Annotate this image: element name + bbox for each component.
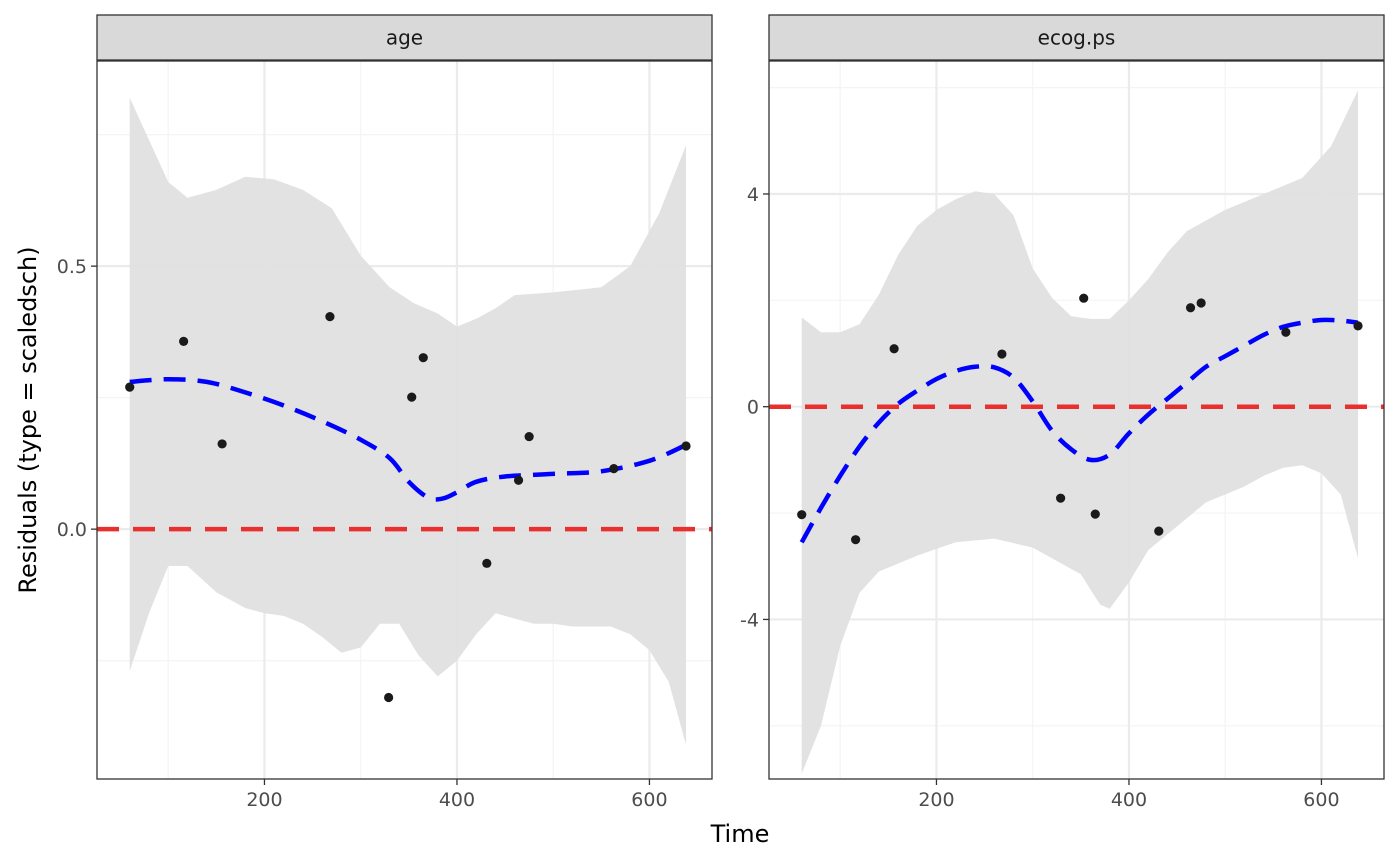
data-point [997,349,1007,359]
data-point [851,535,861,545]
data-point [407,392,417,402]
x-tick-label: 200 [918,789,954,811]
facet-panel-age: age 200 400 600 0.0 0.5 [57,14,713,811]
data-point [325,312,335,322]
data-point [1353,321,1363,331]
data-point [889,344,899,354]
data-point [1154,526,1164,536]
data-point [1056,493,1066,503]
facet-strip-label: age [386,26,423,50]
y-axis-title: Residuals (type = scaledsch) [14,246,42,593]
data-point [513,475,524,485]
data-point [1196,298,1206,308]
data-point [384,692,394,703]
data-point [1281,327,1291,337]
confidence-band [801,90,1358,774]
x-tick-label: 600 [631,789,667,811]
data-point [681,441,691,451]
data-point [1185,303,1196,313]
y-tick-label: 0 [747,397,759,419]
panel-border [96,60,713,780]
facet-strip [768,14,1385,61]
facet-panels: age 200 400 600 0.0 0.5 ecog.ps 200 400 600 -4 0 4 [57,14,1385,811]
data-point [1090,509,1100,519]
facet-panel-ecog-ps: ecog.ps 200 400 600 -4 0 4 [740,14,1385,811]
y-tick-label: 4 [747,184,759,206]
data-point [609,464,619,474]
x-tick-label: 400 [439,789,475,811]
data-point [125,382,135,392]
data-point [217,439,227,449]
data-point [1079,293,1089,303]
panel-border [768,60,1385,780]
data-point [179,336,189,346]
facet-strip-label: ecog.ps [1038,26,1116,50]
facet-strip [96,14,713,61]
y-tick-label: 0.0 [57,519,87,541]
data-point [797,510,807,520]
panel-plot-area [97,61,712,779]
y-tick-label: -4 [740,609,759,631]
data-point [524,431,534,442]
y-tick-label: 0.5 [57,256,87,278]
x-tick-label: 400 [1111,789,1147,811]
x-axis-title: Time [710,820,770,848]
smooth-trend-line [799,317,1359,544]
data-point [482,558,492,568]
x-tick-label: 600 [1303,789,1339,811]
confidence-band [129,97,686,745]
panel-plot-area [769,61,1384,779]
smooth-trend-line [129,376,687,502]
data-point [418,353,428,363]
x-tick-label: 200 [246,789,282,811]
